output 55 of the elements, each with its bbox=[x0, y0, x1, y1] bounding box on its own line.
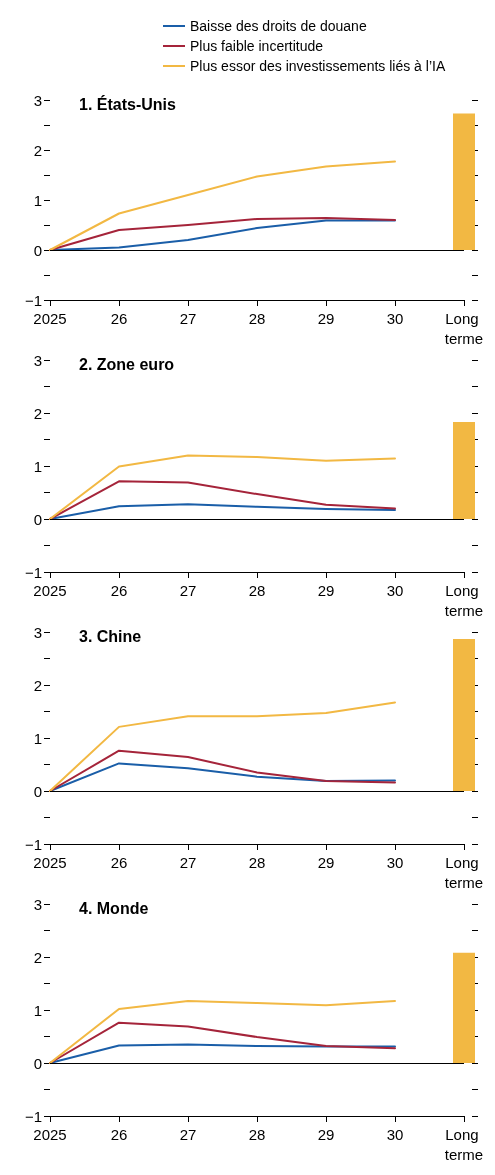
x-tick-label: 29 bbox=[317, 853, 335, 871]
x-tick-label: 26 bbox=[110, 853, 128, 871]
x-tick-label: 30 bbox=[386, 581, 404, 599]
x-tick-label: 29 bbox=[317, 581, 335, 599]
x-tick-label: 30 bbox=[386, 1125, 404, 1143]
y-tick-label: 0 bbox=[33, 241, 42, 259]
x-tick-label: Long terme bbox=[444, 309, 484, 347]
x-tick-label: 30 bbox=[386, 309, 404, 327]
y-tick-label: −1 bbox=[24, 291, 42, 309]
x-tick-label: 26 bbox=[110, 309, 128, 327]
y-tick-label: −1 bbox=[24, 563, 42, 581]
y-tick-label: 1 bbox=[33, 729, 42, 747]
y-tick-label: 0 bbox=[33, 1054, 42, 1072]
x-tick-label: 27 bbox=[179, 1125, 197, 1143]
legend-label: Plus essor des investissements liés à l’IA bbox=[190, 58, 446, 74]
x-tick-label: 27 bbox=[179, 853, 197, 871]
x-tick-label: Long terme bbox=[444, 1125, 484, 1163]
chart-title: 3. Chine bbox=[79, 627, 142, 645]
y-tick-label: 3 bbox=[33, 91, 42, 109]
y-tick-label: 1 bbox=[33, 191, 42, 209]
chart-title: 4. Monde bbox=[79, 899, 149, 917]
x-tick-label: 27 bbox=[179, 309, 197, 327]
y-tick-label: −1 bbox=[24, 835, 42, 853]
x-tick-label: 28 bbox=[248, 581, 266, 599]
x-tick-label: 2025 bbox=[33, 581, 67, 599]
y-tick-label: 1 bbox=[33, 457, 42, 475]
x-tick-label: 2025 bbox=[33, 853, 67, 871]
y-tick-label: 3 bbox=[33, 351, 42, 369]
x-tick-label: 28 bbox=[248, 853, 266, 871]
y-tick-label: 3 bbox=[33, 895, 42, 913]
x-tick-label: 2025 bbox=[33, 1125, 67, 1143]
x-tick-label: 26 bbox=[110, 1125, 128, 1143]
x-tick-label: 29 bbox=[317, 309, 335, 327]
y-tick-label: 2 bbox=[33, 141, 42, 159]
y-tick-label: 2 bbox=[33, 948, 42, 966]
y-tick-label: 1 bbox=[33, 1001, 42, 1019]
y-tick-label: −1 bbox=[24, 1107, 42, 1125]
x-tick-label: 28 bbox=[248, 309, 266, 327]
x-tick-label: 26 bbox=[110, 581, 128, 599]
x-tick-label: 28 bbox=[248, 1125, 266, 1143]
y-tick-label: 0 bbox=[33, 782, 42, 800]
y-tick-label: 3 bbox=[33, 623, 42, 641]
chart-title: 2. Zone euro bbox=[79, 355, 175, 373]
x-tick-label: Long terme bbox=[444, 853, 484, 891]
legend-label: Baisse des droits de douane bbox=[190, 18, 367, 34]
x-tick-label: 2025 bbox=[33, 309, 67, 327]
x-tick-label: 27 bbox=[179, 581, 197, 599]
x-tick-label: Long terme bbox=[444, 581, 484, 619]
chart-title: 1. États-Unis bbox=[79, 94, 177, 113]
y-tick-label: 2 bbox=[33, 676, 42, 694]
x-tick-label: 29 bbox=[317, 1125, 335, 1143]
legend-label: Plus faible incertitude bbox=[190, 38, 324, 54]
y-tick-label: 2 bbox=[33, 404, 42, 422]
x-tick-label: 30 bbox=[386, 853, 404, 871]
y-tick-label: 0 bbox=[33, 510, 42, 528]
